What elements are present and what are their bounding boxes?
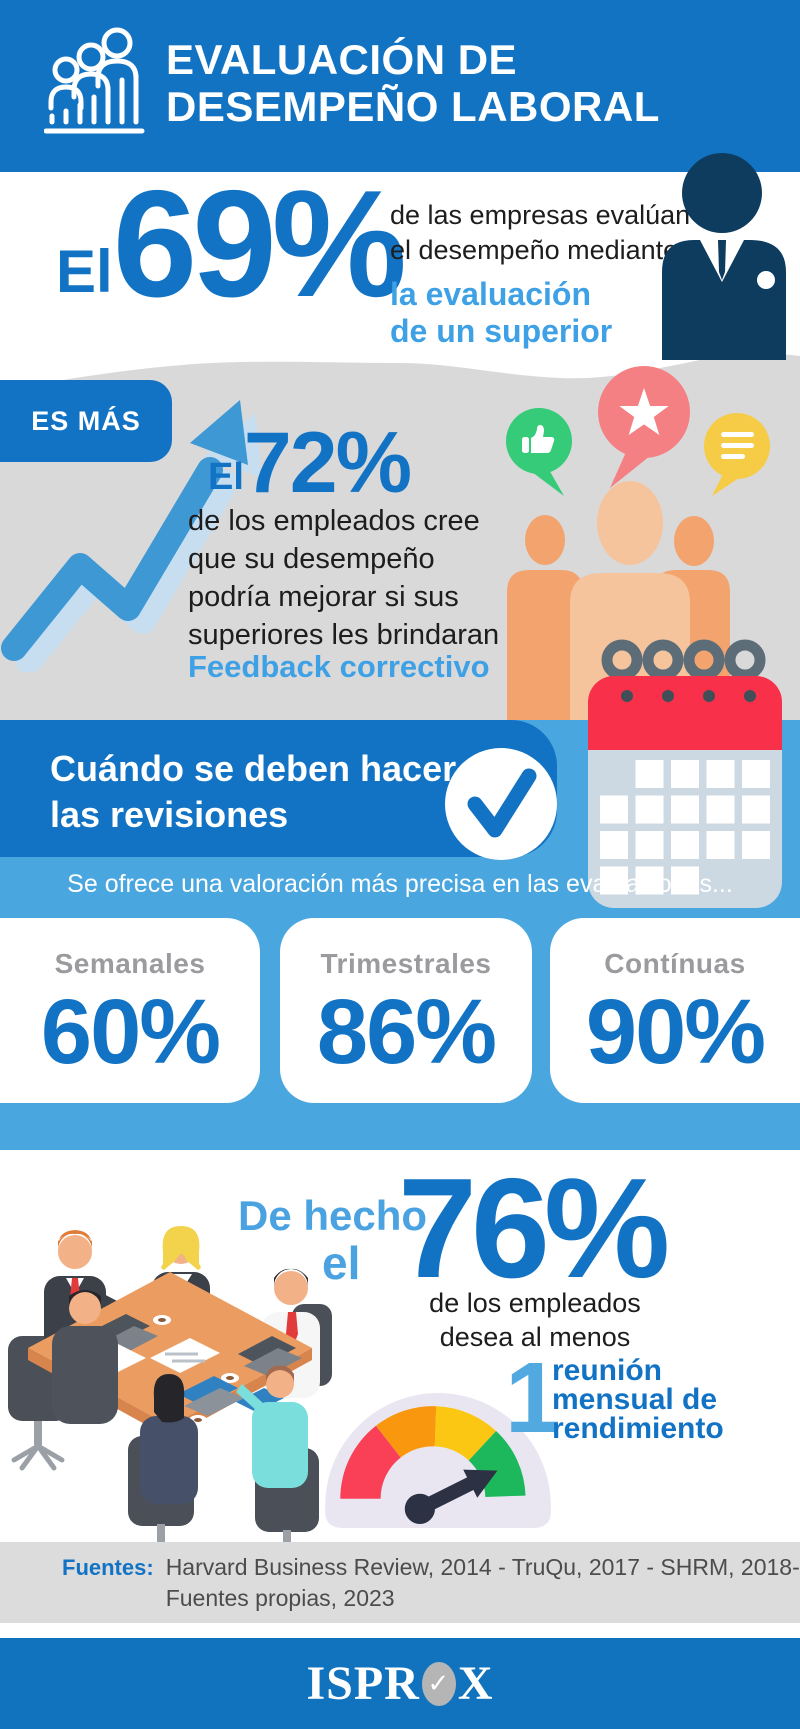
checkmark-icon (445, 748, 557, 860)
card-continuas: Contínuas 90% (550, 918, 800, 1103)
sources-band: Fuentes: Harvard Business Review, 2014 -… (0, 1542, 800, 1623)
sources-label: Fuentes: (62, 1554, 154, 1580)
stat-72-value: 72% (243, 415, 412, 511)
stat-76-prefix: el (322, 1237, 361, 1289)
header-band: EVALUACIÓN DE DESEMPEÑO LABORAL (0, 0, 800, 172)
star-bubble-icon (598, 366, 690, 488)
stat-72-highlight: Feedback correctivo (188, 649, 490, 684)
brand-footer: ISPR ✓ X (0, 1638, 800, 1729)
card-trimestrales: Trimestrales 86% (280, 918, 532, 1103)
stat-69-highlight: la evaluación de un superior (390, 276, 613, 349)
stat-76-lead: De hecho (238, 1192, 428, 1239)
logo-check-icon: ✓ (421, 1661, 456, 1706)
stat-69-value: 69% (112, 159, 407, 329)
isprox-logo: ISPR ✓ X (306, 1656, 493, 1711)
stat-69-prefix: El (56, 238, 113, 305)
stat-72: El 72% (208, 415, 412, 511)
card-label: Semanales (54, 948, 206, 979)
sources-text: Harvard Business Review, 2014 - TruQu, 2… (165, 1553, 800, 1611)
calendar-icon (588, 639, 782, 908)
card-value: 86% (316, 981, 497, 1083)
card-semanales: Semanales 60% (0, 918, 260, 1103)
stat-76-count: 1 (505, 1342, 561, 1454)
thumbs-up-bubble-icon (506, 408, 572, 496)
stat-76-value: 76% (398, 1149, 670, 1308)
meeting-illustration (8, 1226, 332, 1561)
card-label: Trimestrales (320, 948, 492, 979)
stat-69-description: de las empresas evalúan el desempeño med… (390, 200, 691, 349)
stat-72-description: de los empleados cree que su desempeño p… (188, 505, 500, 651)
businessman-icon (662, 153, 786, 360)
team-growth-icon (44, 27, 145, 134)
wave-divider (0, 350, 800, 392)
stat-69: El 69% (56, 159, 407, 329)
card-value: 60% (40, 981, 221, 1083)
es-mas-label: ES MÁS (31, 405, 141, 436)
gauge-icon (325, 1393, 551, 1528)
card-value: 90% (585, 981, 766, 1083)
stat-76-highlight: reunión mensual de rendimiento (552, 1354, 724, 1445)
revisiones-subtitle: Se ofrece una valoración más precisa en … (67, 870, 733, 898)
trend-arrow-icon (1, 400, 260, 672)
card-label: Contínuas (604, 948, 746, 979)
page-title: EVALUACIÓN DE DESEMPEÑO LABORAL (166, 36, 660, 130)
logo-text-left: ISPR (306, 1657, 420, 1710)
stat-72-prefix: El (208, 456, 244, 498)
es-mas-badge: ES MÁS (0, 380, 172, 462)
revisiones-title: Cuándo se deben hacer las revisiones (50, 748, 457, 835)
stat-76-description: de los empleados desea al menos (429, 1288, 641, 1352)
logo-text-right: X (457, 1657, 494, 1710)
message-bubble-icon (704, 413, 770, 496)
